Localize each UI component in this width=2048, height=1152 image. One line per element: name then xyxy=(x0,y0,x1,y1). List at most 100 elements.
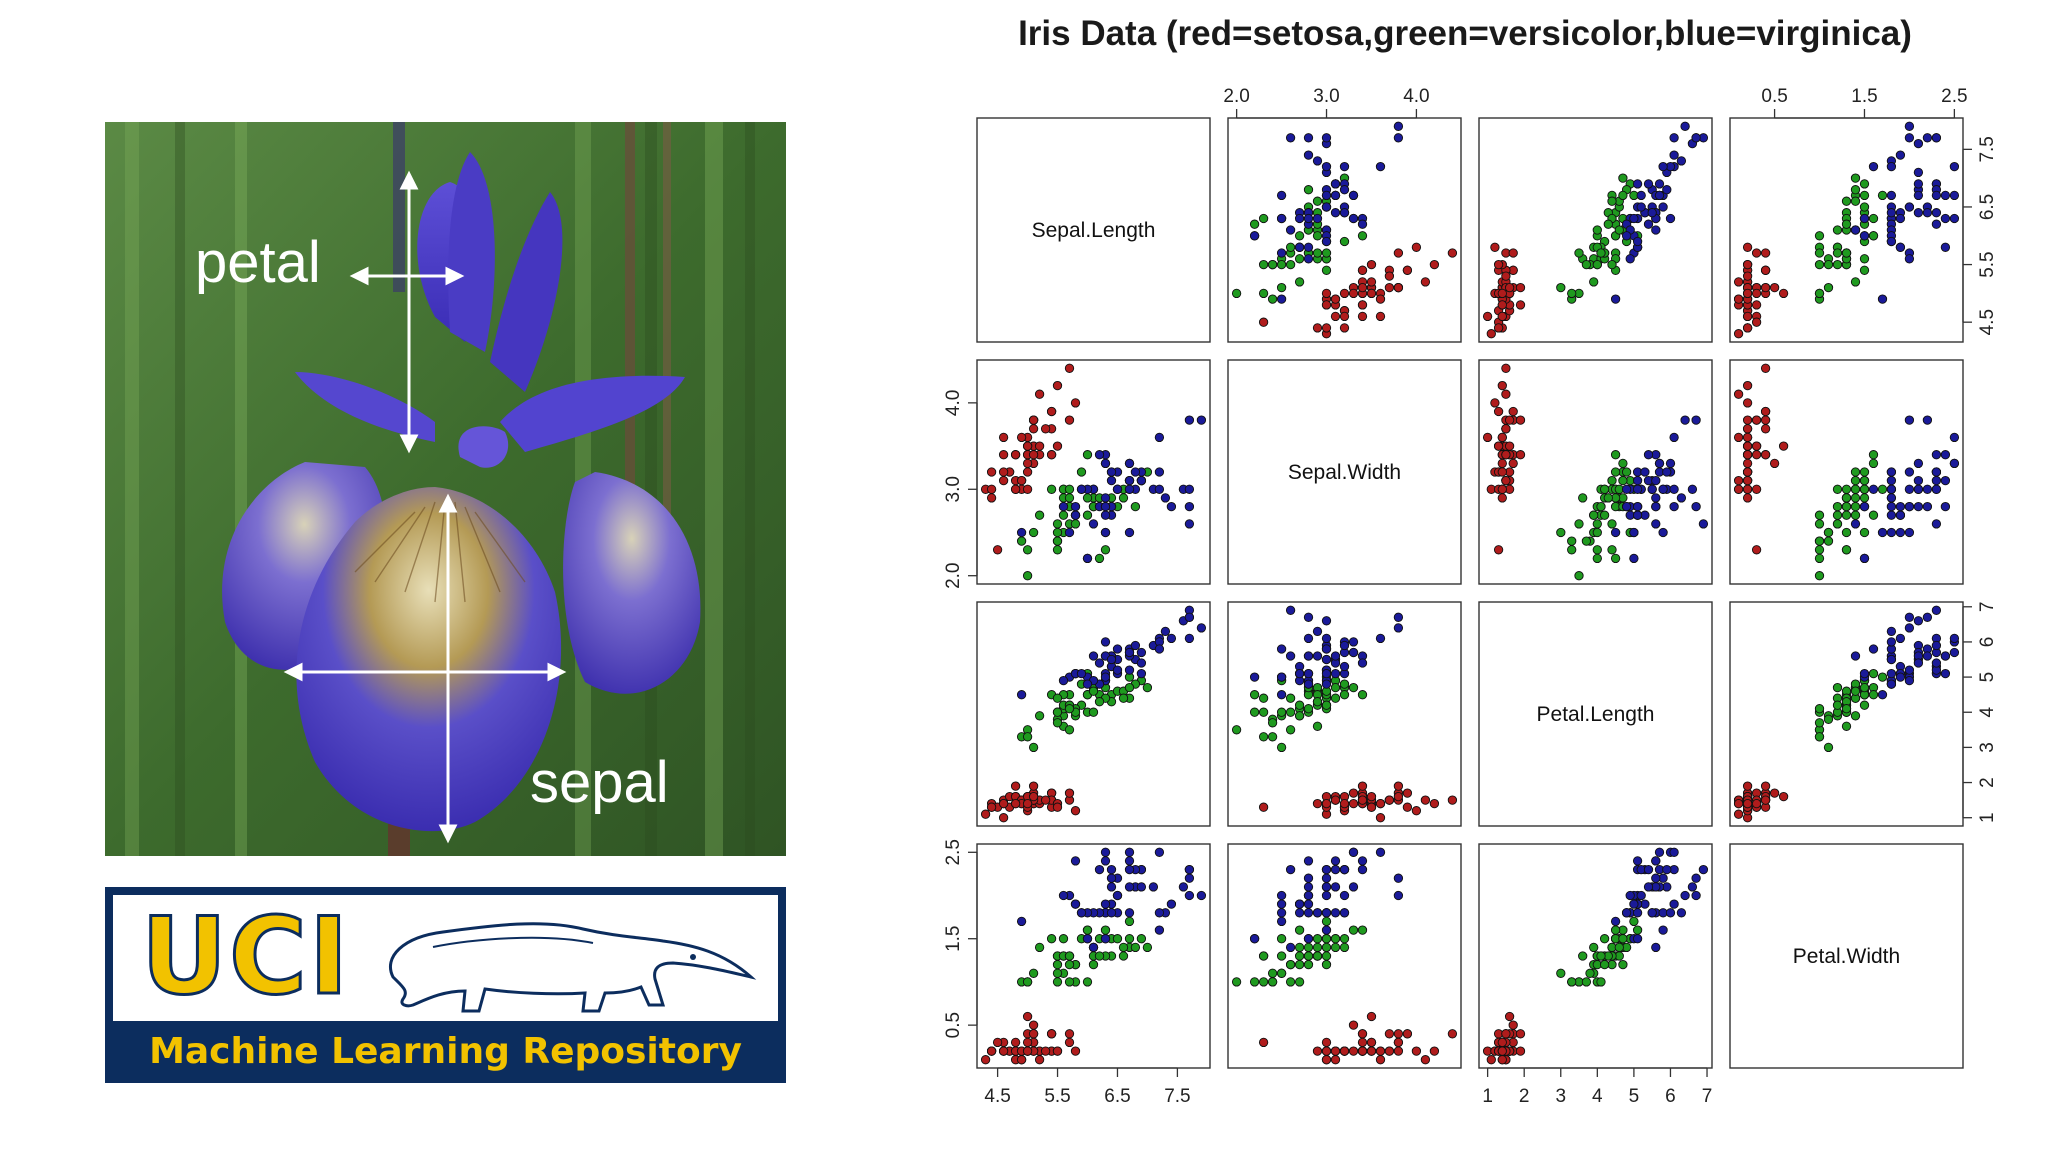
point-setosa xyxy=(1321,1055,1332,1065)
tick-label: 7 xyxy=(1702,1086,1713,1107)
point-virginica xyxy=(1330,190,1341,201)
point-virginica xyxy=(1100,458,1111,469)
point-setosa xyxy=(1493,545,1504,555)
point-virginica xyxy=(1651,856,1661,866)
point-virginica xyxy=(1859,213,1870,224)
point-versicolor xyxy=(1814,553,1825,564)
point-setosa xyxy=(1258,1037,1269,1048)
point-virginica xyxy=(1647,484,1657,494)
tick-label: 5.5 xyxy=(1977,251,1998,277)
point-virginica xyxy=(1112,665,1123,675)
point-versicolor xyxy=(1052,707,1063,717)
tick-label: 7.5 xyxy=(1977,136,1998,162)
point-setosa xyxy=(1742,415,1753,425)
point-setosa xyxy=(1742,475,1753,486)
tick-label: 3 xyxy=(1977,742,1998,753)
point-virginica xyxy=(1330,882,1341,892)
point-setosa xyxy=(1429,259,1440,270)
point-versicolor xyxy=(1082,450,1093,460)
point-versicolor xyxy=(1267,718,1278,728)
point-versicolor xyxy=(1823,282,1834,293)
point-versicolor xyxy=(1303,185,1314,195)
point-virginica xyxy=(1629,553,1639,564)
point-versicolor xyxy=(1294,254,1305,264)
point-virginica xyxy=(1312,213,1323,224)
point-versicolor xyxy=(1859,484,1870,494)
point-virginica xyxy=(1687,484,1698,494)
point-virginica xyxy=(1154,467,1165,477)
point-setosa xyxy=(1778,441,1789,451)
point-setosa xyxy=(1482,432,1493,443)
point-virginica xyxy=(1676,493,1687,503)
point-versicolor xyxy=(1285,707,1296,717)
tick-label: 3.0 xyxy=(1313,86,1339,107)
point-setosa xyxy=(1508,458,1518,469)
point-virginica xyxy=(1621,484,1632,494)
point-virginica xyxy=(1249,672,1260,682)
point-versicolor xyxy=(1841,493,1852,503)
point-virginica xyxy=(1312,626,1323,637)
point-setosa xyxy=(1064,415,1075,425)
point-setosa xyxy=(1760,424,1771,434)
point-setosa xyxy=(986,493,997,503)
point-virginica xyxy=(1640,467,1650,477)
point-setosa xyxy=(1501,450,1511,460)
point-setosa xyxy=(998,467,1009,477)
point-virginica xyxy=(1949,633,1960,644)
point-virginica xyxy=(1669,899,1679,909)
point-virginica xyxy=(1124,864,1135,875)
point-virginica xyxy=(1321,236,1332,247)
point-setosa xyxy=(1348,1020,1359,1030)
point-setosa xyxy=(1393,1037,1404,1048)
point-setosa xyxy=(1733,294,1744,304)
point-virginica xyxy=(1303,890,1314,901)
point-virginica xyxy=(1348,882,1359,892)
point-virginica xyxy=(1076,484,1087,494)
point-setosa xyxy=(1348,288,1359,299)
point-virginica xyxy=(1393,612,1404,622)
point-virginica xyxy=(1629,527,1639,538)
point-virginica xyxy=(1148,882,1159,892)
point-versicolor xyxy=(1052,959,1063,970)
point-virginica xyxy=(1850,519,1861,529)
point-virginica xyxy=(1654,458,1665,469)
point-versicolor xyxy=(1034,510,1045,520)
point-setosa xyxy=(1357,282,1368,293)
point-setosa xyxy=(1028,1020,1039,1030)
point-versicolor xyxy=(1321,248,1332,258)
point-virginica xyxy=(1130,467,1141,477)
point-virginica xyxy=(1070,899,1081,909)
point-versicolor xyxy=(1859,682,1870,693)
point-virginica xyxy=(1895,213,1906,224)
point-setosa xyxy=(1497,300,1507,310)
point-virginica xyxy=(1082,553,1093,564)
point-virginica xyxy=(1112,890,1123,901)
point-versicolor xyxy=(1868,450,1879,460)
point-versicolor xyxy=(1567,536,1577,546)
uci-logo-subtitle: Machine Learning Repository xyxy=(149,1031,742,1072)
point-setosa xyxy=(1760,265,1771,275)
point-virginica xyxy=(1184,501,1195,512)
point-versicolor xyxy=(1868,668,1879,679)
point-virginica xyxy=(1375,847,1386,857)
point-virginica xyxy=(1330,668,1341,679)
point-virginica xyxy=(1669,484,1679,494)
point-setosa xyxy=(1493,406,1504,417)
point-virginica xyxy=(1625,254,1635,264)
point-virginica xyxy=(1393,873,1404,883)
sepal-veins xyxy=(354,501,526,603)
point-versicolor xyxy=(1294,959,1305,970)
panel-frame xyxy=(976,117,1211,343)
point-versicolor xyxy=(1088,707,1099,717)
point-setosa xyxy=(1016,432,1027,443)
point-versicolor xyxy=(1303,704,1314,714)
point-versicolor xyxy=(1028,742,1039,753)
point-versicolor xyxy=(1136,934,1147,944)
point-virginica xyxy=(1303,651,1314,661)
point-versicolor xyxy=(1118,942,1129,953)
point-versicolor xyxy=(1339,679,1350,689)
point-setosa xyxy=(1751,415,1762,425)
point-versicolor xyxy=(1321,959,1332,970)
point-setosa xyxy=(1497,1037,1507,1048)
point-virginica xyxy=(1868,484,1879,494)
